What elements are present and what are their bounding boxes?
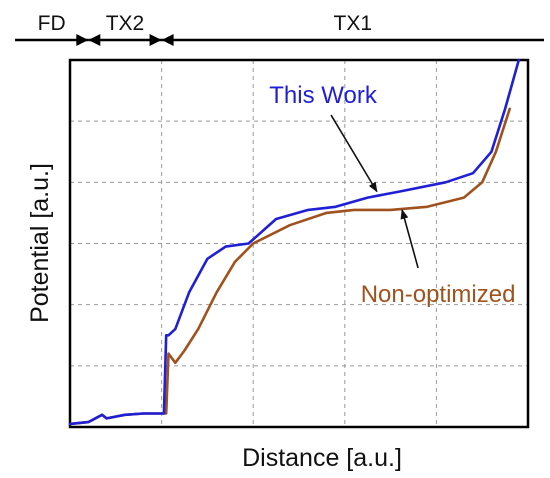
grid [70,60,528,427]
region-bar: FD TX2 TX1 [15,12,544,46]
annotation-layer: This Work Non-optimized [269,82,515,308]
plot-frame [68,58,530,429]
region-label-tx1: TX1 [334,12,373,35]
region-arrow-left-tx2 [88,34,101,46]
region-arrow-right-tx2 [149,34,162,46]
annotation-label-non-optimized: Non-optimized [361,281,516,308]
region-label-tx2: TX2 [106,12,145,35]
y-axis-label: Potential [a.u.] [26,163,54,323]
series-layer [68,58,521,426]
annotation-arrow-this-work [330,114,378,193]
region-label-fd: FD [38,12,66,35]
region-arrow-left-tx1 [161,34,174,46]
series-line-this-work [68,58,521,426]
series-line-non-optimized [68,107,511,426]
x-axis-label: Distance [a.u.] [242,444,402,472]
region-arrow-right-fd [76,34,89,46]
annotation-label-this-work: This Work [269,82,378,109]
annotation-arrow-non-optimized [400,208,419,269]
